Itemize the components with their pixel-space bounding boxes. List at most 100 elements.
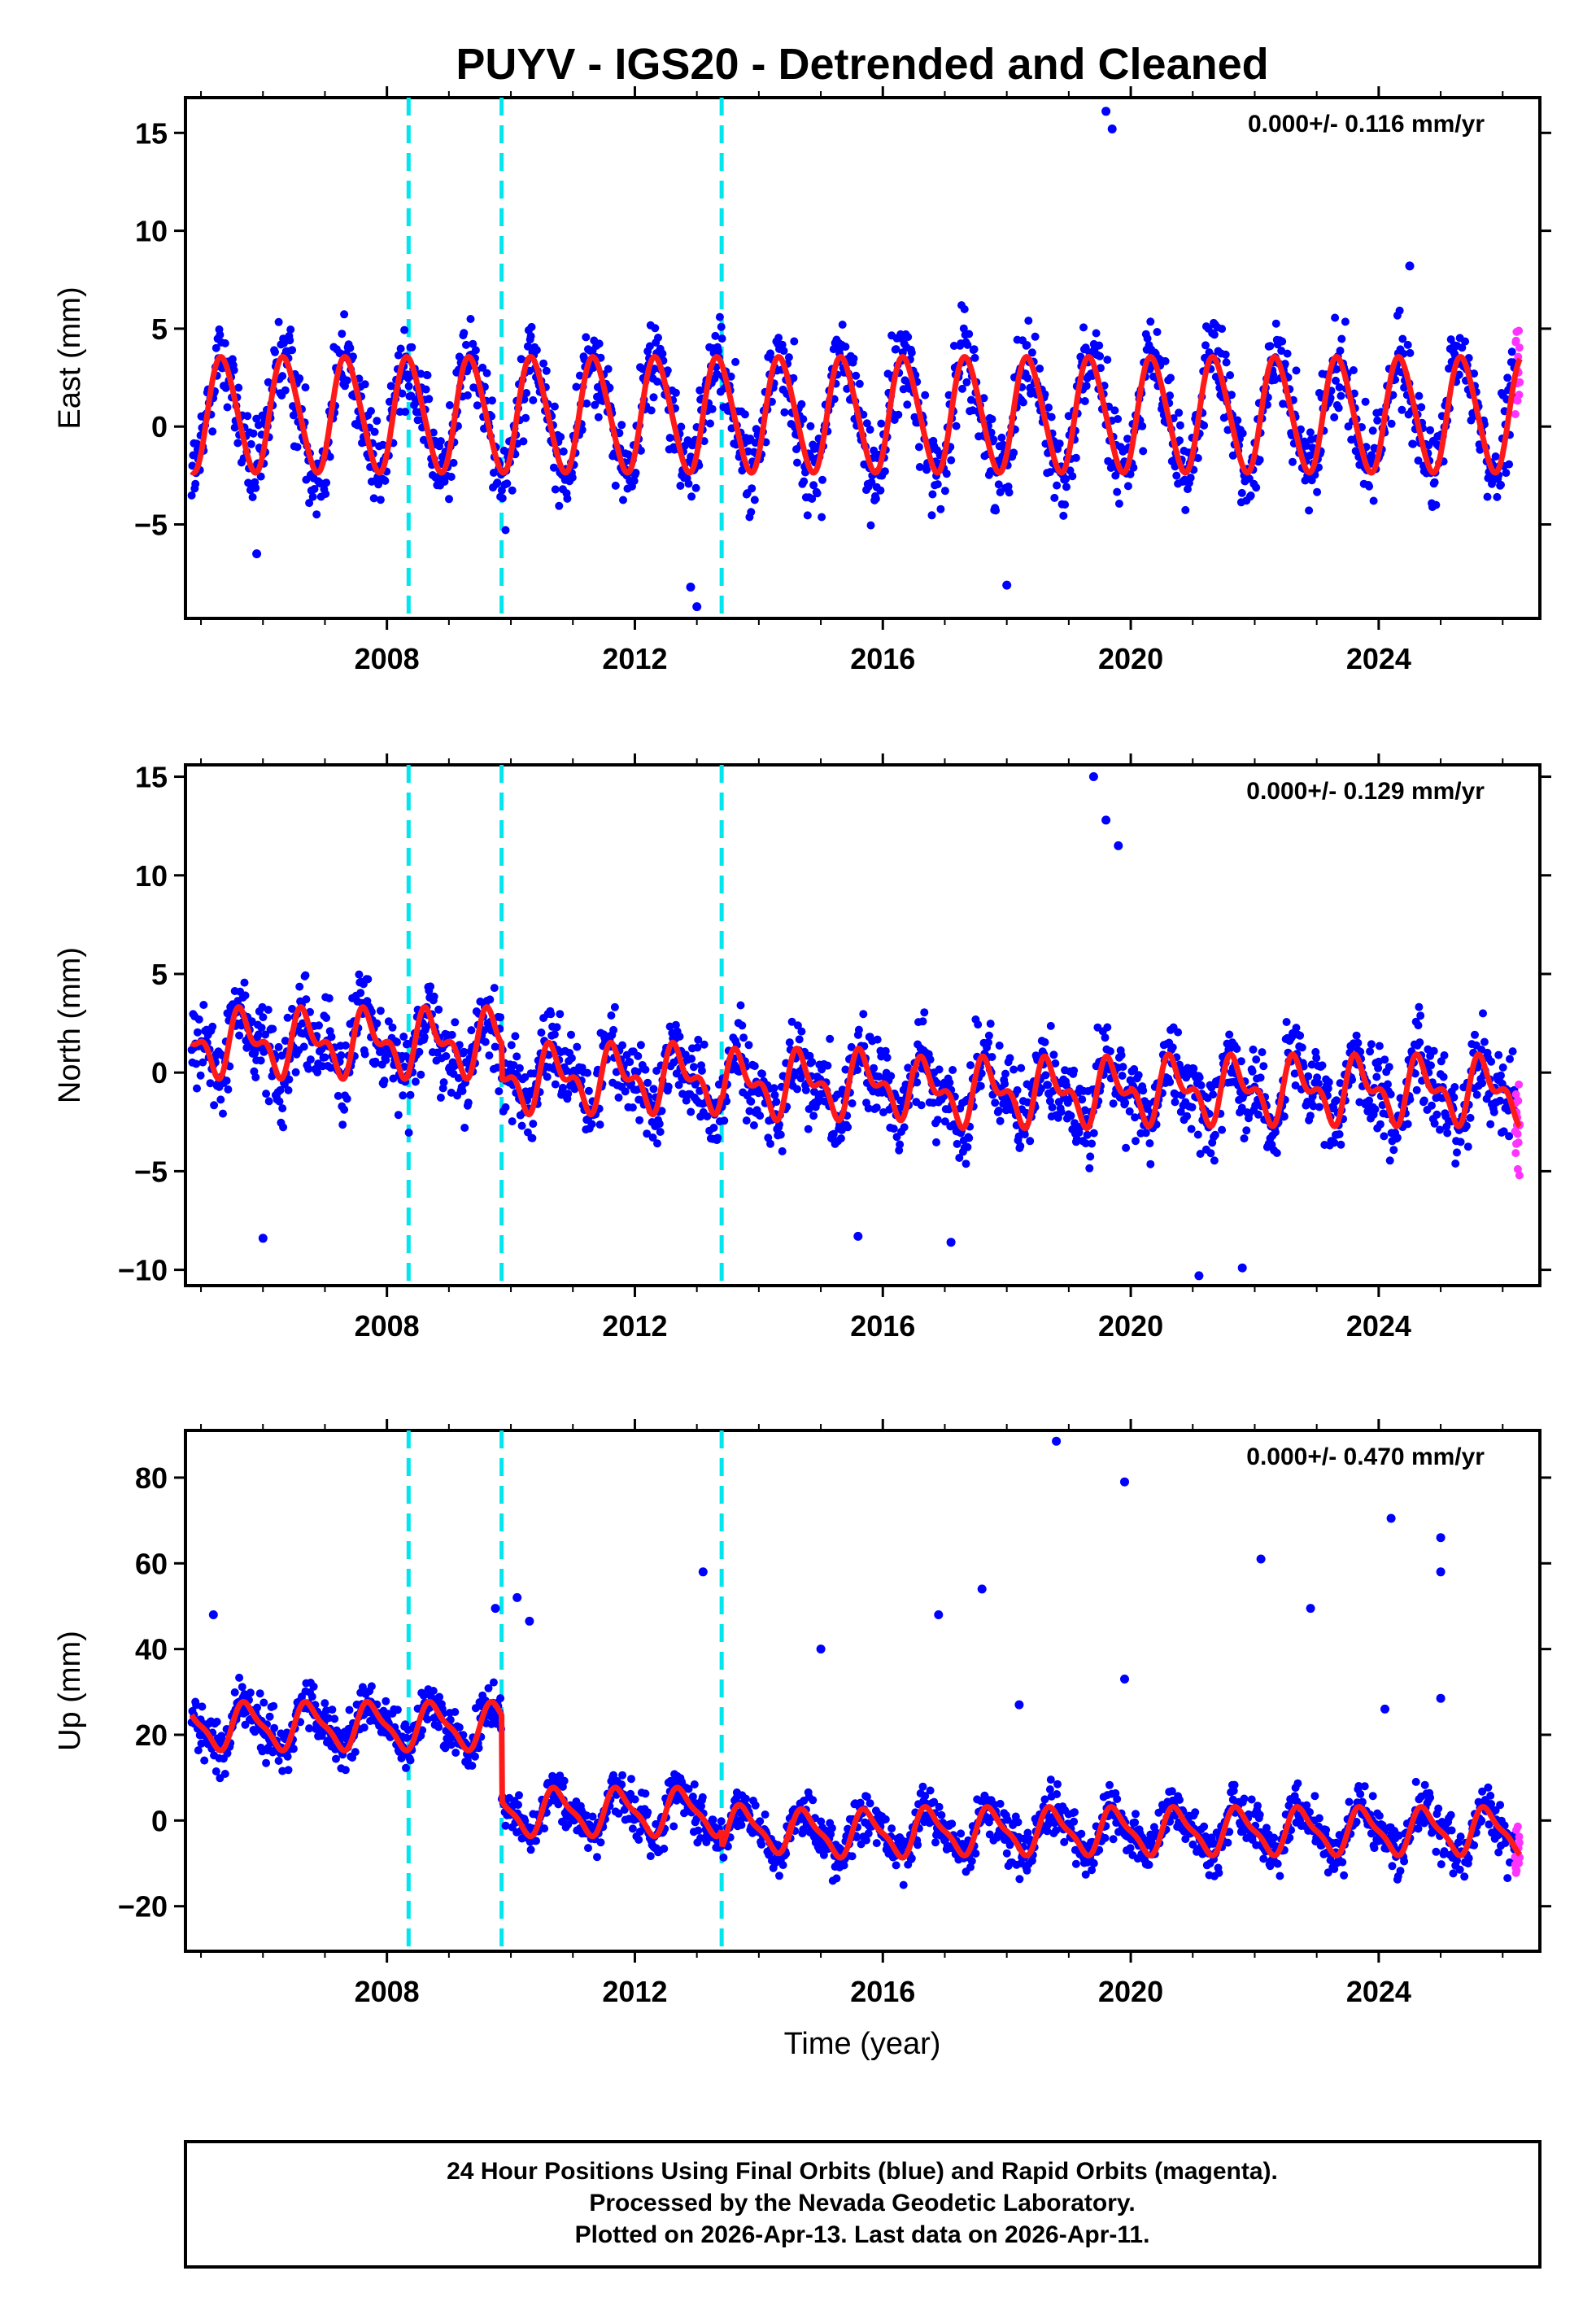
data-point (192, 1059, 201, 1068)
data-point (1479, 1009, 1487, 1018)
data-point (1077, 1829, 1086, 1838)
data-point (894, 410, 903, 419)
data-point (367, 407, 375, 416)
data-point (325, 452, 334, 461)
data-point (1450, 1083, 1459, 1091)
data-point (604, 365, 613, 373)
data-point (790, 337, 799, 346)
data-point (304, 1064, 313, 1073)
data-point (995, 1042, 1004, 1050)
data-point (866, 1799, 874, 1808)
data-point (199, 1001, 208, 1009)
data-point (1306, 428, 1315, 437)
data-point (508, 486, 517, 495)
data-point (1508, 1047, 1517, 1056)
data-point (194, 1015, 203, 1024)
data-point (382, 1697, 390, 1705)
data-point (899, 1880, 908, 1889)
data-point (1380, 1055, 1389, 1064)
data-point (1337, 334, 1346, 343)
data-point (441, 1744, 450, 1753)
data-point (208, 1022, 217, 1031)
data-point (952, 421, 961, 430)
data-point (371, 1057, 380, 1066)
data-point (635, 1116, 644, 1125)
outlier-point (252, 549, 262, 559)
data-point (193, 1028, 202, 1037)
data-point (572, 382, 581, 391)
data-point (1348, 1076, 1357, 1084)
data-point (564, 1090, 573, 1098)
data-point (1009, 448, 1018, 457)
data-point (720, 1116, 729, 1125)
data-point (464, 1098, 473, 1107)
data-point (451, 1018, 460, 1027)
data-point (1096, 352, 1105, 360)
data-point (1466, 1113, 1475, 1122)
data-point (324, 1714, 333, 1723)
data-point (1389, 1146, 1398, 1155)
data-point (436, 437, 445, 446)
data-point (1066, 1112, 1075, 1120)
data-point (717, 334, 726, 343)
data-point (1181, 505, 1190, 514)
data-point (694, 1035, 703, 1044)
data-point (1186, 474, 1195, 483)
y-tick-label: −5 (134, 509, 168, 542)
data-point (1415, 1038, 1424, 1047)
data-point (1005, 488, 1014, 497)
data-point (1070, 1066, 1079, 1075)
data-point (1470, 369, 1479, 378)
data-point (984, 1038, 992, 1047)
data-point (355, 970, 364, 979)
data-point (887, 1824, 896, 1833)
data-point (1125, 1107, 1134, 1116)
data-point (542, 366, 551, 375)
data-point (801, 1085, 810, 1094)
rapid-point (1511, 410, 1520, 418)
data-point (708, 404, 717, 413)
data-point (235, 1673, 244, 1682)
data-point (1016, 1142, 1025, 1151)
data-point (1126, 469, 1135, 478)
data-point (309, 1682, 318, 1691)
x-tick-label: 2012 (602, 1309, 667, 1343)
data-point (451, 1749, 460, 1757)
x-tick-label: 2024 (1346, 642, 1411, 675)
data-point (1062, 483, 1071, 491)
data-point (384, 1017, 393, 1026)
data-point (1332, 376, 1340, 385)
data-point (862, 419, 871, 428)
data-point (1045, 468, 1054, 477)
x-tick-label: 2020 (1098, 642, 1163, 675)
data-point (1443, 1129, 1452, 1138)
x-tick-label: 2016 (850, 642, 915, 675)
data-point (758, 1069, 766, 1078)
data-point (904, 1063, 913, 1072)
data-point (931, 1838, 940, 1847)
data-point (1417, 403, 1426, 412)
data-point (674, 1081, 683, 1090)
data-point (512, 1052, 521, 1061)
data-point (928, 490, 937, 499)
data-point (1223, 426, 1232, 435)
data-point (210, 1101, 219, 1110)
data-point (1129, 463, 1138, 472)
data-point (1228, 451, 1237, 460)
data-point (406, 1756, 415, 1765)
data-point (265, 1712, 274, 1721)
data-point (693, 1043, 702, 1052)
data-point (1196, 1150, 1205, 1158)
data-point (328, 1705, 337, 1714)
data-point (1254, 1110, 1262, 1119)
data-point (1240, 1134, 1249, 1143)
data-point (252, 414, 261, 423)
data-point (918, 1017, 927, 1026)
data-point (271, 347, 279, 356)
data-point (411, 1077, 420, 1086)
data-point (532, 1837, 540, 1845)
data-point (1045, 1097, 1054, 1106)
data-point (1371, 1105, 1380, 1114)
data-point (651, 324, 660, 333)
